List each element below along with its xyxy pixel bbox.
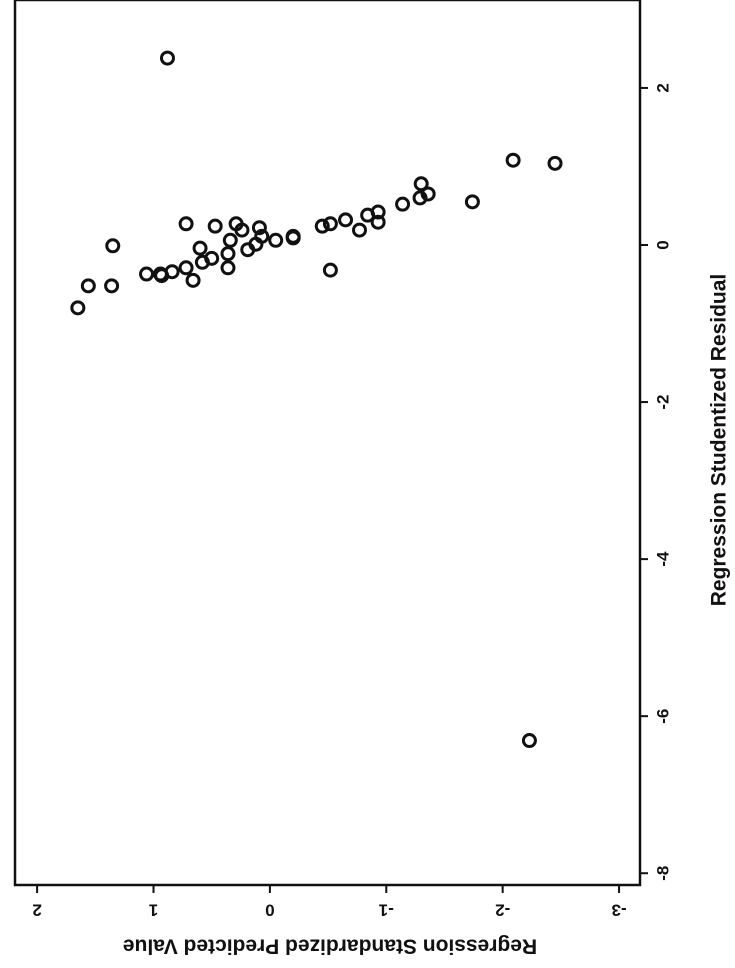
- point: [106, 280, 118, 292]
- point: [224, 234, 236, 246]
- y-tick-label: 2: [32, 901, 41, 920]
- point: [415, 178, 427, 190]
- y-tick-label: -2: [495, 901, 510, 920]
- x-tick-label: -6: [653, 709, 672, 724]
- x-tick-label: 2: [653, 83, 672, 92]
- x-tick-label: -8: [653, 866, 672, 881]
- point: [141, 268, 153, 280]
- point: [466, 196, 478, 208]
- y-tick-label: 0: [265, 901, 274, 920]
- y-axis-title: Regression Standardized Predicted Value: [123, 934, 537, 957]
- point: [222, 248, 234, 260]
- point: [180, 218, 192, 230]
- x-tick-label: -4: [653, 551, 672, 567]
- point: [209, 220, 221, 232]
- point: [161, 52, 173, 64]
- point: [523, 735, 535, 747]
- point: [354, 224, 366, 236]
- plot-frame: [15, 0, 640, 885]
- point: [72, 302, 84, 314]
- point: [397, 198, 409, 210]
- point: [324, 264, 336, 276]
- x-tick-label: 0: [653, 240, 672, 249]
- point: [187, 274, 199, 286]
- point: [222, 262, 234, 274]
- x-axis-title: Regression Studentized Residual: [708, 274, 731, 607]
- point: [340, 214, 352, 226]
- point: [82, 280, 94, 292]
- point: [180, 262, 192, 274]
- point: [549, 157, 561, 169]
- point: [194, 242, 206, 254]
- point: [270, 234, 282, 246]
- y-tick-label: -1: [379, 901, 394, 920]
- point: [507, 154, 519, 166]
- point: [107, 240, 119, 252]
- y-tick-label: -3: [611, 901, 626, 920]
- chart: Regression Studentized Residual Regressi…: [0, 0, 735, 968]
- y-tick-label: 1: [149, 901, 158, 920]
- x-tick-label: -2: [653, 394, 672, 409]
